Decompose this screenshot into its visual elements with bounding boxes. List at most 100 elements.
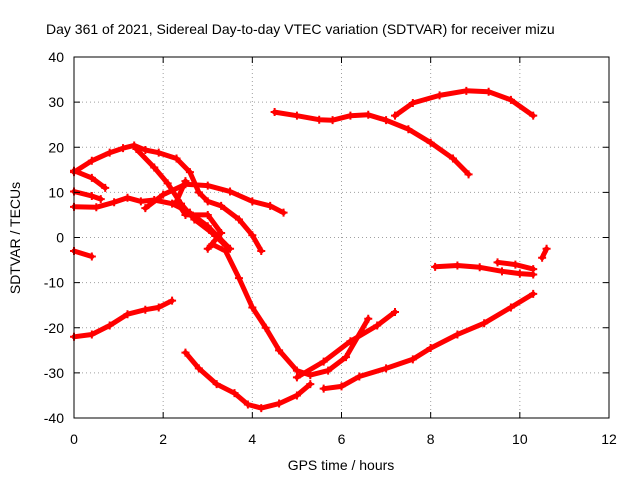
x-tick-label: 12 xyxy=(601,431,617,447)
data-point xyxy=(448,154,457,163)
data-point xyxy=(194,364,203,373)
data-point xyxy=(391,307,399,316)
data-point xyxy=(328,116,337,125)
data-point xyxy=(435,91,444,100)
data-point xyxy=(493,258,502,267)
data-point xyxy=(292,111,301,120)
data-point xyxy=(319,357,328,366)
data-point xyxy=(141,305,150,314)
data-point xyxy=(87,156,96,165)
data-point xyxy=(101,183,110,192)
series-arc-15 xyxy=(321,291,536,392)
data-point xyxy=(217,228,226,237)
y-tick-label: -40 xyxy=(44,410,64,426)
data-point xyxy=(248,197,257,206)
series-arc-13 xyxy=(71,298,175,340)
data-point xyxy=(364,314,373,323)
series-arc-10 xyxy=(174,178,224,252)
y-axis-label: SDTVAR / TECUs xyxy=(7,182,23,294)
x-tick-label: 2 xyxy=(159,431,167,447)
y-tick-label: 10 xyxy=(48,184,64,200)
data-point xyxy=(168,199,177,208)
data-point xyxy=(315,115,324,124)
data-point xyxy=(221,247,230,256)
data-point xyxy=(275,399,284,408)
data-point xyxy=(185,168,194,177)
data-point xyxy=(346,111,355,120)
chart-title: Day 361 of 2021, Sidereal Day-to-day VTE… xyxy=(46,21,555,37)
data-point xyxy=(87,252,96,261)
data-point xyxy=(426,138,435,147)
x-tick-label: 0 xyxy=(70,431,78,447)
data-point xyxy=(292,391,301,400)
data-point xyxy=(484,87,493,96)
y-tick-label: 30 xyxy=(48,94,64,110)
data-point xyxy=(538,253,547,262)
series-arc-6 xyxy=(71,195,233,252)
data-point xyxy=(408,99,417,108)
data-point xyxy=(464,170,473,179)
data-point xyxy=(266,201,275,210)
data-point xyxy=(105,148,114,157)
data-point xyxy=(226,187,235,196)
data-point xyxy=(172,197,181,206)
data-point xyxy=(257,247,266,256)
data-point xyxy=(234,274,243,283)
data-point xyxy=(141,145,150,154)
data-point xyxy=(453,330,462,339)
data-point xyxy=(506,95,515,104)
data-point xyxy=(105,321,114,330)
series-layer xyxy=(70,86,551,413)
data-point xyxy=(123,310,132,319)
data-point xyxy=(346,337,355,346)
data-point xyxy=(203,244,212,253)
data-point xyxy=(123,193,132,202)
data-point xyxy=(319,384,328,393)
data-point xyxy=(217,201,226,210)
x-tick-label: 8 xyxy=(427,431,435,447)
data-point xyxy=(391,111,399,120)
series-arc-8 xyxy=(142,181,286,216)
data-point xyxy=(92,203,101,212)
data-point xyxy=(168,296,177,305)
data-point xyxy=(208,228,217,237)
y-tick-label: 0 xyxy=(56,230,64,246)
data-point xyxy=(431,262,440,271)
data-point xyxy=(261,323,270,332)
data-point xyxy=(181,348,190,357)
y-tick-label: -30 xyxy=(44,365,64,381)
data-point xyxy=(529,265,538,274)
data-point xyxy=(475,263,484,272)
data-point xyxy=(87,330,96,339)
data-point xyxy=(119,144,128,153)
tick-layer: 0 2 4 6 8 10 12 40 30 20 10 0 -10 -20 -30 -40 xyxy=(44,49,617,447)
data-point xyxy=(341,353,350,362)
y-tick-label: -20 xyxy=(44,320,64,336)
data-point xyxy=(324,366,333,375)
data-point xyxy=(248,231,257,240)
data-point xyxy=(226,244,235,253)
data-point xyxy=(96,195,105,204)
x-tick-label: 4 xyxy=(248,431,256,447)
data-point xyxy=(511,260,520,269)
data-point xyxy=(408,355,417,364)
data-point xyxy=(181,210,190,219)
data-point xyxy=(163,179,172,188)
y-tick-label: -10 xyxy=(44,275,64,291)
x-axis-label: GPS time / hours xyxy=(288,457,395,473)
data-point xyxy=(154,148,163,157)
series-arc-11 xyxy=(209,241,371,378)
series-arc-1 xyxy=(272,109,472,177)
data-point xyxy=(248,303,257,312)
data-point xyxy=(373,321,382,330)
data-point xyxy=(382,116,391,125)
data-point xyxy=(292,366,301,375)
data-point xyxy=(230,389,239,398)
data-point xyxy=(159,190,168,199)
data-point xyxy=(257,404,266,413)
data-point xyxy=(426,344,435,353)
data-point xyxy=(154,303,163,312)
data-point xyxy=(506,303,515,312)
data-point xyxy=(542,244,551,253)
data-point xyxy=(382,364,391,373)
